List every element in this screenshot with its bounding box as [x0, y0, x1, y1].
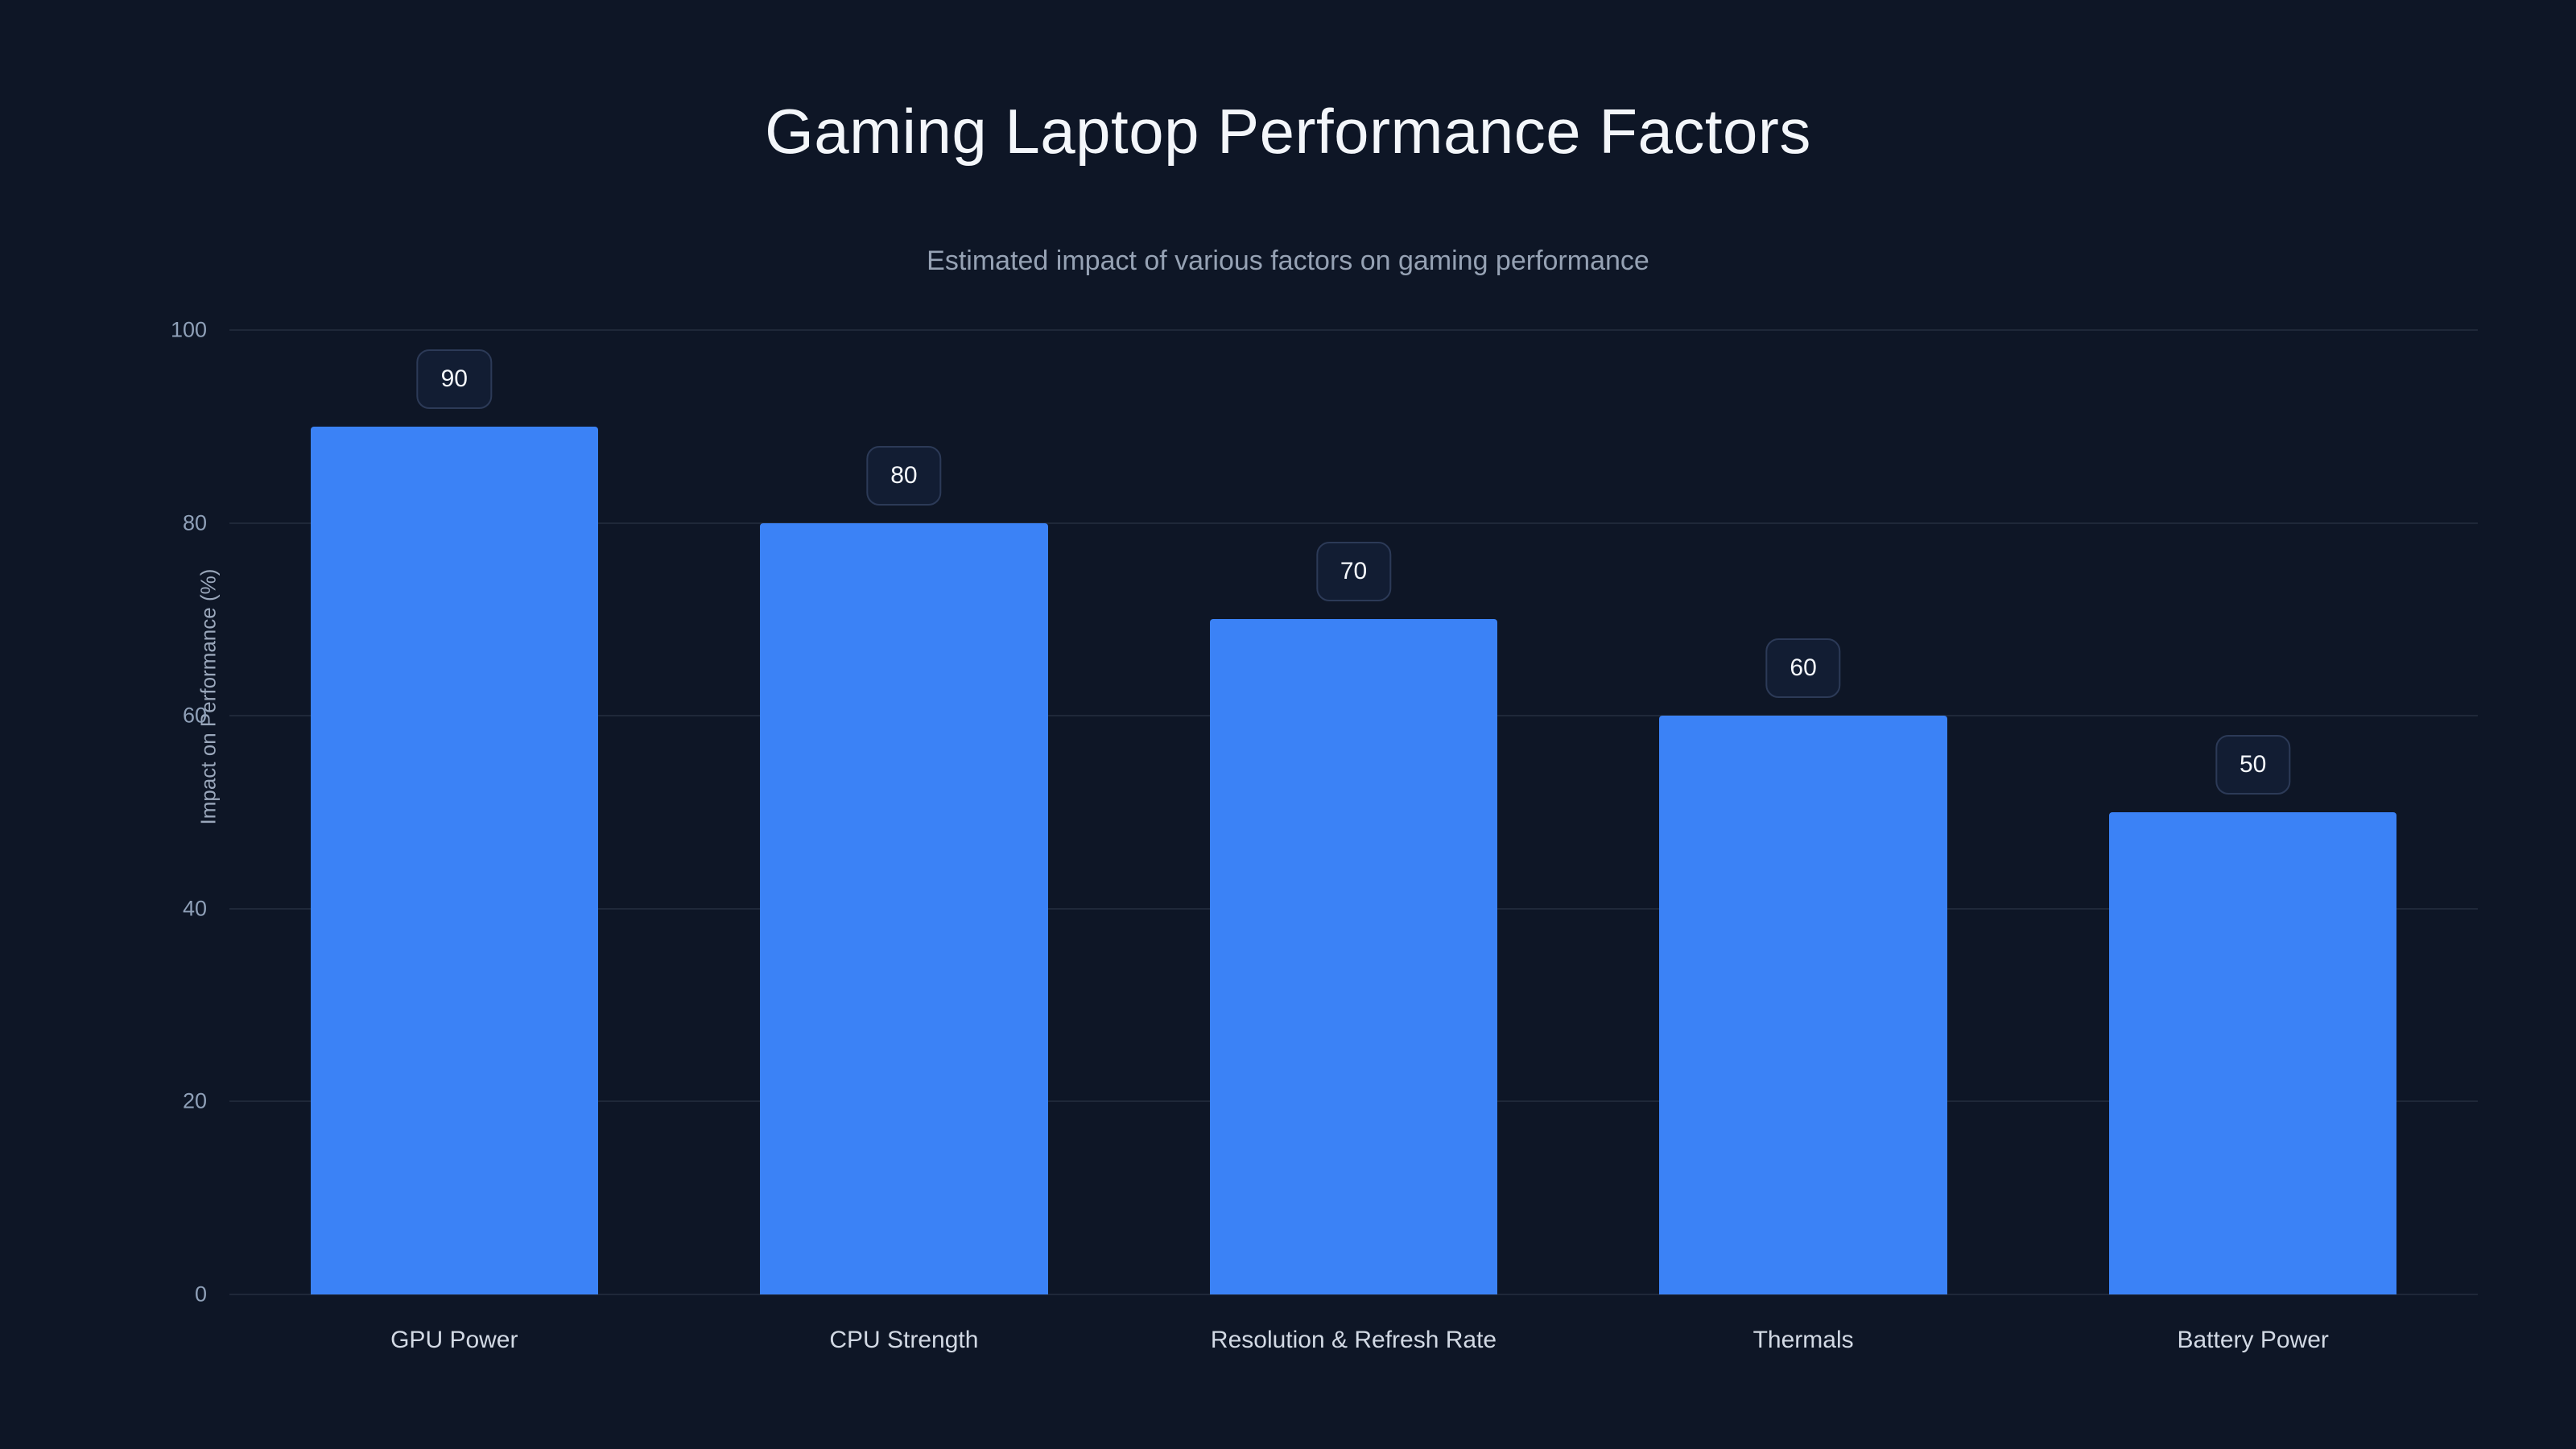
- bar-resolution-refresh-rate: [1209, 619, 1498, 1294]
- bar-battery-power: [2108, 812, 2397, 1294]
- category-label: Battery Power: [2177, 1327, 2329, 1353]
- category-label: CPU Strength: [829, 1327, 979, 1353]
- y-tick-label: 60: [182, 703, 207, 728]
- value-label-badge: 80: [866, 445, 942, 506]
- value-label-badge: 70: [1315, 542, 1392, 602]
- bar-cpu-strength: [760, 522, 1048, 1294]
- y-tick-label: 40: [182, 896, 207, 921]
- gridline: [229, 522, 2478, 524]
- chart-subtitle: Estimated impact of various factors on g…: [927, 246, 1649, 276]
- category-label: Resolution & Refresh Rate: [1210, 1327, 1497, 1353]
- plot-area: 0 20 40 60 80 100 90 GPU Power 80 CPU Strength 70 R…: [171, 318, 2478, 1353]
- value-label-badge: 60: [1765, 638, 1841, 699]
- y-tick-label: 20: [182, 1088, 207, 1113]
- y-tick-label: 0: [194, 1282, 207, 1307]
- value-label-badge: 50: [2215, 735, 2291, 795]
- category-label: Thermals: [1752, 1327, 1854, 1353]
- bar-thermals: [1659, 716, 1947, 1294]
- y-tick-label: 100: [170, 317, 207, 342]
- gridline: [229, 329, 2478, 331]
- value-label-badge: 90: [416, 349, 492, 409]
- y-tick-label: 80: [182, 510, 207, 535]
- gridline: [229, 1294, 2478, 1295]
- chart-title: Gaming Laptop Performance Factors: [765, 96, 1811, 167]
- y-axis-label: Impact on Performance (%): [196, 568, 221, 825]
- category-label: GPU Power: [390, 1327, 518, 1353]
- bar-gpu-power: [310, 426, 599, 1294]
